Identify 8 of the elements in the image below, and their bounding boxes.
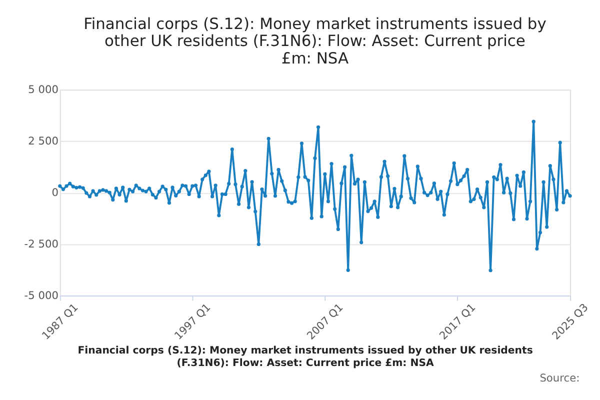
- source-note: Source:: [540, 371, 580, 384]
- y-tick-label: 0: [52, 186, 59, 199]
- y-tick-label: 2 500: [28, 134, 59, 148]
- y-tick-label: -5 000: [24, 288, 59, 302]
- y-tick-label: 5 000: [28, 83, 59, 96]
- chart-title: Financial corps (S.12): Money market instruments issued by other UK residents (F.31N6): Flow: Asset: Current price £m: NSA: [84, 14, 546, 68]
- text: Financial corps (S.12): Money market instruments issued by other UK residents (F.31N6): Flow: Asset: Current price £m: NSA: [78, 345, 533, 370]
- y-tick-label: -2 500: [24, 237, 59, 250]
